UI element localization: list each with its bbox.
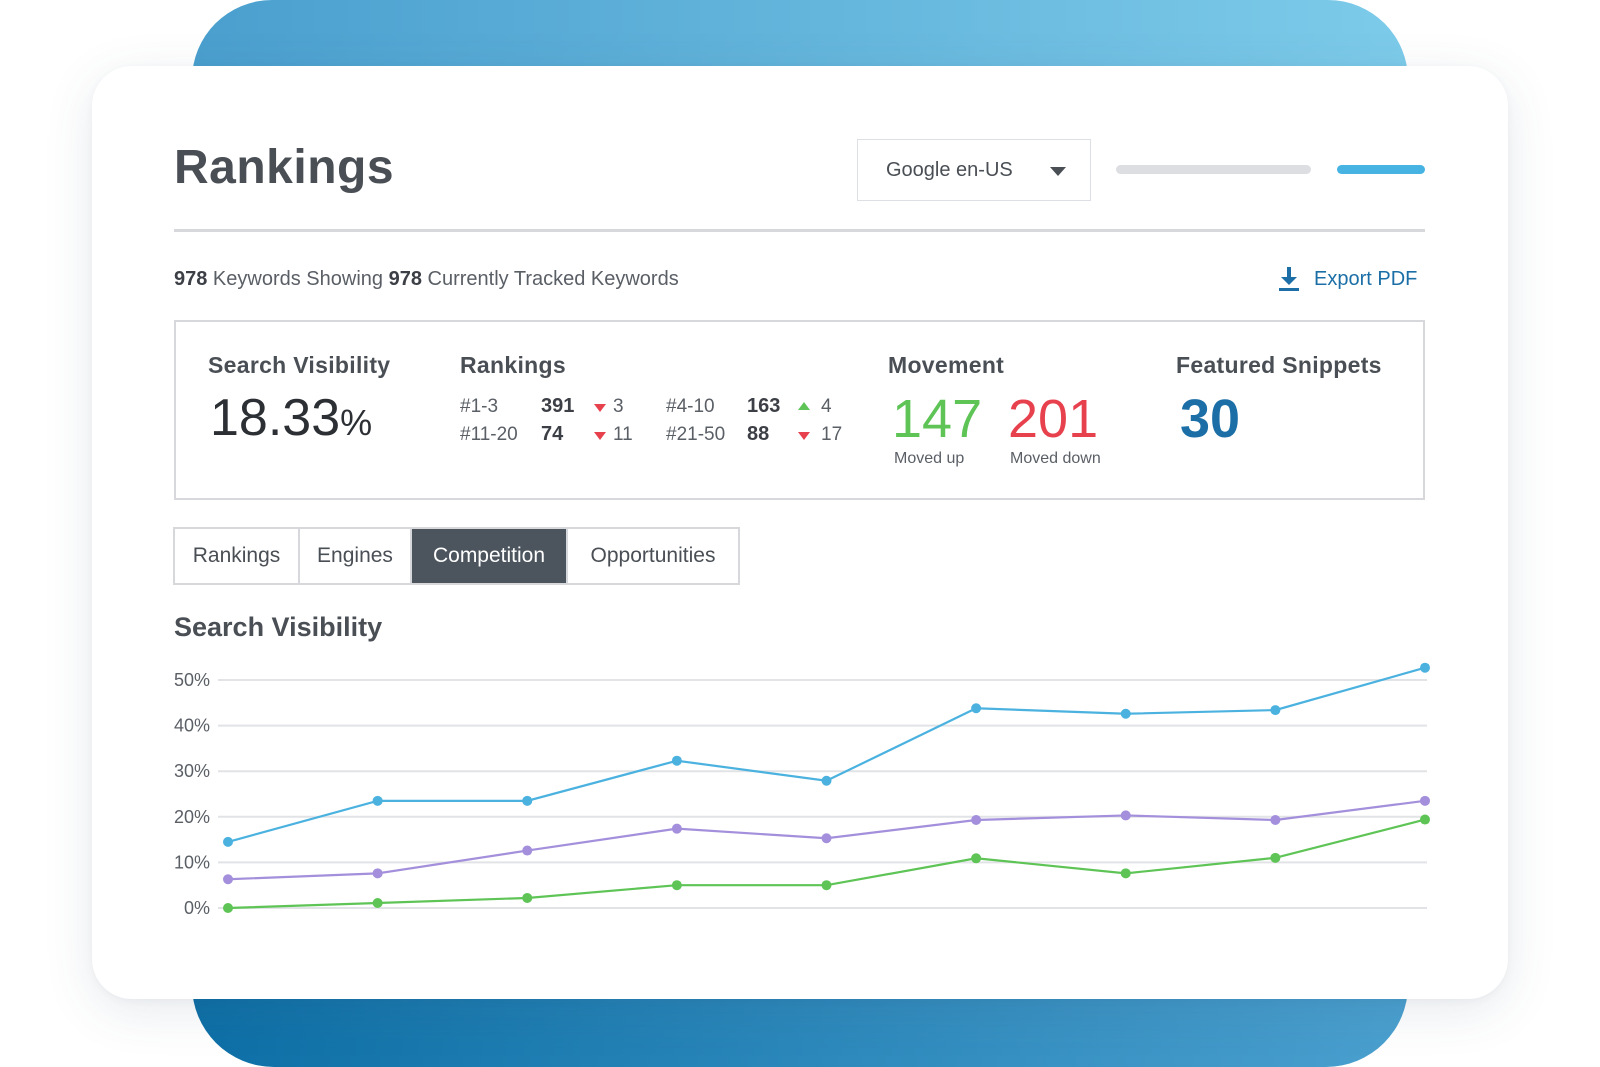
tab-rankings[interactable]: Rankings <box>175 529 300 583</box>
series-2-point[interactable] <box>1270 814 1281 825</box>
header-divider <box>174 229 1425 232</box>
series-1-point[interactable] <box>1420 662 1430 673</box>
rank-count-1-3: 391 <box>541 395 575 417</box>
series-3-point[interactable] <box>971 853 982 864</box>
moved-down-caption: Moved down <box>1010 450 1101 467</box>
series-3-point[interactable] <box>372 897 383 908</box>
series-3-point[interactable] <box>821 880 832 891</box>
series-1-point[interactable] <box>223 836 233 847</box>
trend-down-icon <box>594 432 606 440</box>
series-1-point[interactable] <box>971 703 982 714</box>
rank-count-4-10: 163 <box>747 395 781 417</box>
view-toggle-inactive[interactable] <box>1116 165 1311 174</box>
series-2-point[interactable] <box>223 874 233 885</box>
search-visibility-unit: % <box>340 402 373 443</box>
series-3-point[interactable] <box>1270 852 1281 863</box>
view-toggle-active[interactable] <box>1337 165 1425 174</box>
chevron-down-icon <box>1050 167 1066 176</box>
search-visibility-chart: 50% 40% 30% 20% 10% 0% <box>174 662 1430 918</box>
series-1-point[interactable] <box>372 795 383 806</box>
series-3-point[interactable] <box>522 892 533 903</box>
download-icon <box>1279 267 1299 291</box>
series-2-point[interactable] <box>971 814 982 825</box>
series-2-point[interactable] <box>1420 795 1430 806</box>
series-2-point[interactable] <box>1120 810 1131 821</box>
rank-range-11-20: #11-20 <box>460 424 518 445</box>
dashboard-card <box>92 66 1508 999</box>
y-tick-label: 20% <box>174 807 210 827</box>
engine-select-value: Google en-US <box>886 158 1013 181</box>
movement-label: Movement <box>888 352 1005 378</box>
export-pdf-button[interactable]: Export PDF <box>1278 266 1417 292</box>
keyword-summary: 978 Keywords Showing 978 Currently Track… <box>174 268 679 291</box>
series-2-point[interactable] <box>522 845 533 856</box>
series-3-point[interactable] <box>223 903 233 913</box>
moved-down-value: 201 <box>1008 389 1099 449</box>
rank-delta-4-10: 4 <box>821 396 832 417</box>
y-tick-label: 0% <box>184 898 210 918</box>
search-visibility-label: Search Visibility <box>208 352 391 378</box>
chart-section-title: Search Visibility <box>174 612 383 642</box>
featured-snippets-value: 30 <box>1180 389 1241 449</box>
series-1-point[interactable] <box>1120 708 1131 719</box>
series-1-point[interactable] <box>1270 705 1281 716</box>
page-title: Rankings <box>174 141 395 194</box>
trend-down-icon <box>798 432 810 440</box>
tracked-keywords-count: 978 <box>388 268 422 290</box>
rank-range-1-3: #1-3 <box>460 396 499 417</box>
export-pdf-label: Export PDF <box>1314 267 1418 290</box>
search-visibility-number: 18.33 <box>210 389 341 447</box>
tab-competition[interactable]: Competition <box>412 529 568 583</box>
series-1-point[interactable] <box>522 795 533 806</box>
series-3-point[interactable] <box>1120 868 1131 879</box>
tab-engines[interactable]: Engines <box>300 529 412 583</box>
trend-down-icon <box>594 404 606 412</box>
tracked-keywords-text: Currently Tracked Keywords <box>421 268 679 290</box>
y-tick-label: 10% <box>174 852 210 872</box>
moved-up-caption: Moved up <box>894 450 965 467</box>
trend-up-icon <box>798 402 810 410</box>
moved-up-value: 147 <box>892 389 983 449</box>
series-3-point[interactable] <box>671 880 682 891</box>
series-1-point[interactable] <box>821 775 832 786</box>
rank-range-4-10: #4-10 <box>666 396 715 417</box>
series-2-point[interactable] <box>821 833 832 844</box>
tab-opportunities[interactable]: Opportunities <box>590 544 716 567</box>
series-line-3 <box>227 818 1426 910</box>
rankings-label: Rankings <box>460 352 566 378</box>
rank-delta-21-50: 17 <box>821 424 843 445</box>
series-2-point[interactable] <box>671 823 682 834</box>
keywords-showing-text: Keywords Showing <box>207 268 389 290</box>
y-tick-label: 30% <box>174 761 210 781</box>
featured-snippets-label: Featured Snippets <box>1176 352 1382 378</box>
search-visibility-value: 18.33% <box>210 388 372 448</box>
stats-panel: Search Visibility 18.33% Rankings #1-3 3… <box>174 320 1425 500</box>
view-tabs: Rankings Engines Competition Opportuniti… <box>173 527 740 585</box>
rank-delta-1-3: 3 <box>613 396 624 417</box>
rank-count-21-50: 88 <box>747 423 770 445</box>
engine-select-dropdown[interactable]: Google en-US <box>857 139 1091 201</box>
series-line-1 <box>227 666 1426 843</box>
rank-delta-11-20: 11 <box>613 424 633 445</box>
y-tick-label: 50% <box>174 670 210 690</box>
rank-range-21-50: #21-50 <box>666 424 726 445</box>
rank-count-11-20: 74 <box>541 423 564 445</box>
series-3-point[interactable] <box>1420 814 1430 825</box>
y-tick-label: 40% <box>174 716 210 736</box>
series-1-point[interactable] <box>671 755 682 766</box>
keywords-showing-count: 978 <box>174 268 208 290</box>
series-2-point[interactable] <box>372 868 383 879</box>
